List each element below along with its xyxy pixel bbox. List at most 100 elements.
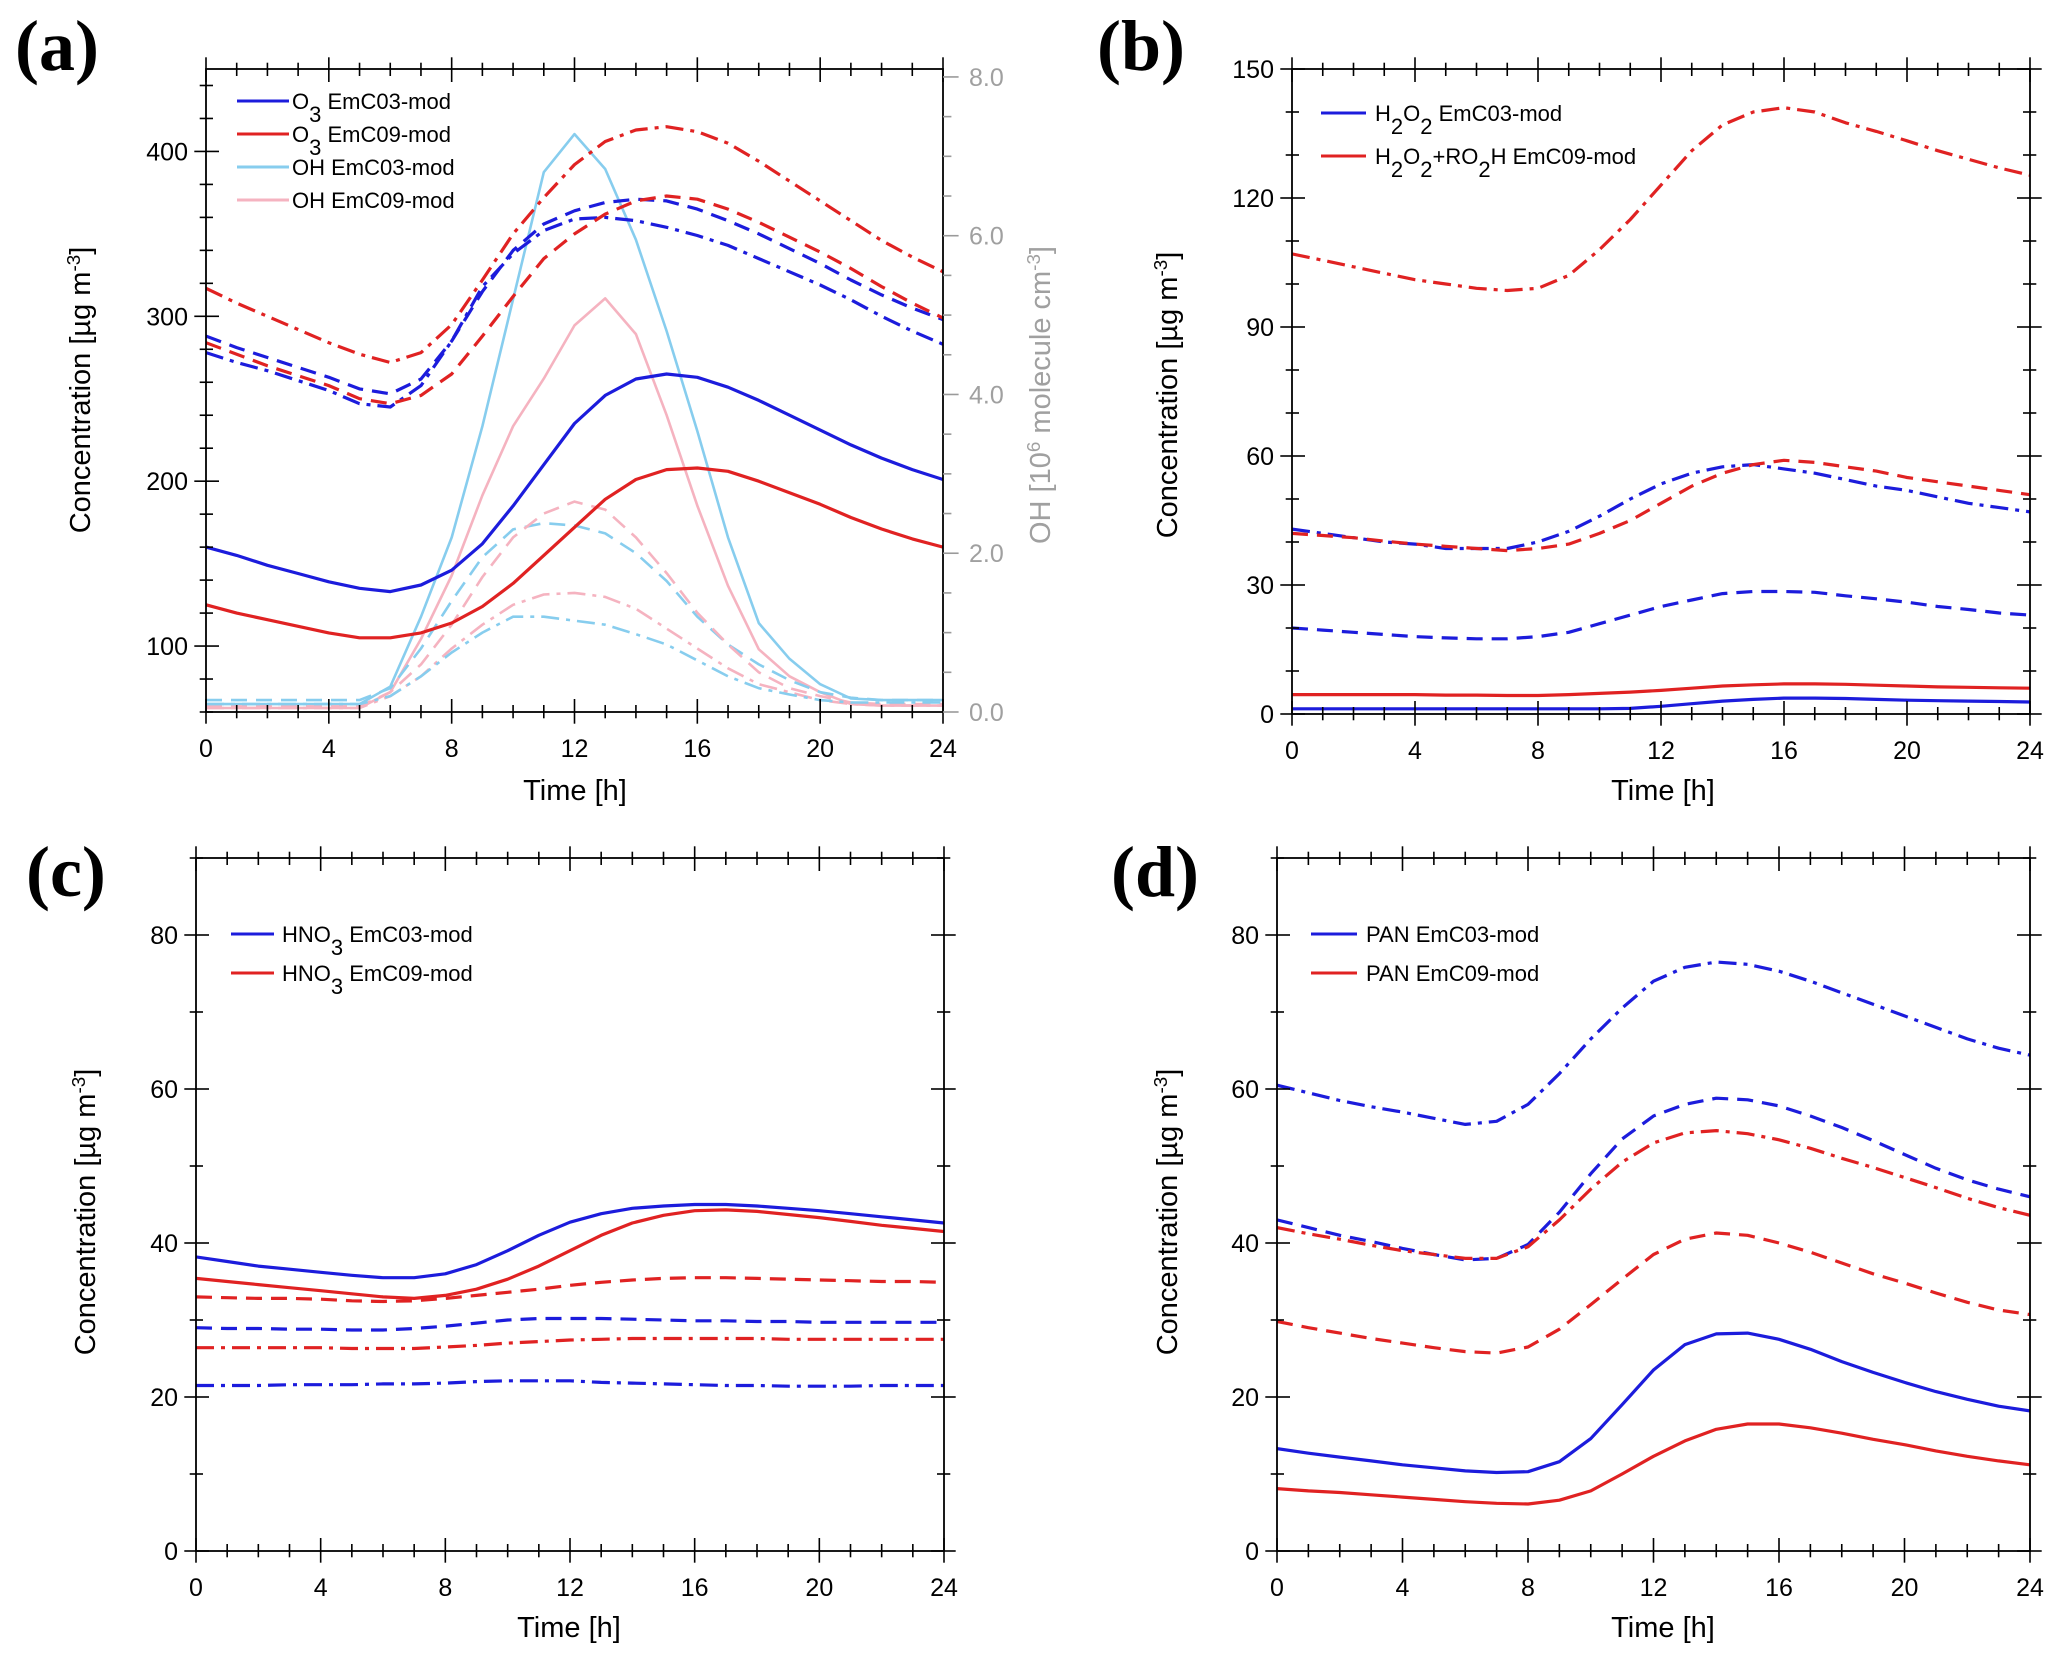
y-tick-label: 20 — [1231, 1384, 1259, 1412]
panel-d: (d) 0 4 8 12 16 20 24 0 20 40 60 80 Time [h] Concentra… — [1111, 832, 2044, 1644]
x-tick-label: 0 — [1285, 737, 1299, 765]
series-line-0-6 — [206, 132, 943, 706]
series-line-1-3 — [1292, 589, 2030, 641]
series-line-0-2 — [206, 197, 943, 396]
x-axis-title: Time [h] — [523, 775, 627, 807]
y-tick-label: 200 — [146, 468, 188, 496]
x-axis-title: Time [h] — [517, 1612, 621, 1644]
series-line-1-4 — [1292, 682, 2030, 698]
x-tick-label: 0 — [1270, 1574, 1284, 1602]
legend-label: HNO3 EmC09-mod — [282, 961, 473, 999]
y-tick-label: 300 — [146, 303, 188, 331]
y-tick-label: 80 — [150, 922, 178, 950]
legend-label: HNO3 EmC03-mod — [282, 922, 473, 960]
x-tick-label: 4 — [314, 1574, 328, 1602]
legend-label: H2O2 EmC03-mod — [1375, 101, 1562, 139]
x-tick-label: 16 — [681, 1574, 709, 1602]
series-line-0-0 — [206, 372, 943, 594]
series-line-0-1 — [206, 466, 943, 640]
series-line-1-1 — [1292, 463, 2030, 551]
x-tick-label: 20 — [1891, 1574, 1919, 1602]
y-tick-label: 80 — [1231, 922, 1259, 950]
y-tick-label: 100 — [146, 633, 188, 661]
series-line-3-5 — [1277, 1422, 2030, 1506]
x-tick-label: 8 — [1521, 1574, 1535, 1602]
x-tick-label: 16 — [683, 735, 711, 763]
y2-axis-title: OH [106 molecule cm-3] — [1023, 246, 1058, 544]
y2-tick-label: 8.0 — [969, 64, 1004, 92]
series-line-0-4 — [206, 194, 943, 406]
y-tick-label: 30 — [1246, 572, 1274, 600]
series-line-3-3 — [1277, 1231, 2030, 1355]
x-tick-label: 24 — [2016, 737, 2044, 765]
series-line-1-0 — [1292, 106, 2030, 293]
legend-label: O3 EmC03-mod — [292, 89, 451, 127]
panel-b: (b) 0 4 8 12 16 20 24 0 30 60 90 120 150 Time [h] Conce… — [1097, 6, 2044, 807]
legend-label: OH EmC03-mod — [292, 155, 455, 180]
x-tick-label: 0 — [199, 735, 213, 763]
x-tick-label: 8 — [438, 1574, 452, 1602]
y-tick-label: 0 — [164, 1538, 178, 1566]
series-line-0-9 — [206, 500, 943, 708]
series-line-0-3 — [206, 215, 943, 409]
panel-a: (a) 0 4 8 12 16 20 24 100 200 300 400 0.0 2.0 4.0 6.0 8.… — [15, 6, 1057, 807]
panel-c: (c) 0 4 8 12 16 20 24 0 20 40 60 80 Time [h] Concentra… — [26, 832, 958, 1644]
y2-tick-label: 0.0 — [969, 699, 1004, 727]
legend: H2O2 EmC03-mod H2O2+RO2H EmC09-mod — [1321, 101, 1636, 182]
y2-tick-label: 6.0 — [969, 223, 1004, 251]
panel-label: (d) — [1111, 832, 1199, 912]
y-axis-title: Concentration [µg m-3] — [68, 1069, 103, 1356]
x-tick-label: 12 — [561, 735, 589, 763]
legend-label: O3 EmC09-mod — [292, 122, 451, 160]
legend-label: H2O2+RO2H EmC09-mod — [1375, 144, 1636, 182]
x-tick-label: 12 — [1647, 737, 1675, 765]
panel-label: (a) — [15, 6, 99, 86]
series-line-2-3 — [196, 1316, 944, 1332]
legend-label: OH EmC09-mod — [292, 188, 455, 213]
series-line-3-1 — [1277, 1096, 2030, 1262]
x-tick-label: 4 — [322, 735, 336, 763]
series-line-2-4 — [196, 1336, 944, 1351]
x-tick-label: 8 — [445, 735, 459, 763]
y-tick-label: 0 — [1245, 1538, 1259, 1566]
y-tick-label: 60 — [1231, 1076, 1259, 1104]
x-tick-label: 12 — [1640, 1574, 1668, 1602]
y-tick-label: 120 — [1232, 185, 1274, 213]
y2-tick-label: 2.0 — [969, 540, 1004, 568]
y-tick-label: 90 — [1246, 314, 1274, 342]
x-tick-label: 0 — [189, 1574, 203, 1602]
panel-label: (b) — [1097, 6, 1185, 86]
x-axis-title: Time [h] — [1611, 1612, 1715, 1644]
series-line-0-5 — [206, 125, 943, 365]
series-line-3-0 — [1277, 960, 2030, 1127]
y-tick-label: 150 — [1232, 56, 1274, 84]
y-tick-label: 60 — [1246, 443, 1274, 471]
x-tick-label: 4 — [1396, 1574, 1410, 1602]
series-line-2-0 — [196, 1202, 944, 1280]
legend-label: PAN EmC09-mod — [1366, 961, 1539, 986]
series-line-0-7 — [206, 297, 943, 710]
x-tick-label: 20 — [806, 735, 834, 763]
panel-label: (c) — [26, 832, 106, 912]
x-tick-label: 4 — [1408, 737, 1422, 765]
series-group — [1277, 960, 2030, 1506]
series-line-2-1 — [196, 1208, 944, 1301]
x-tick-label: 8 — [1531, 737, 1545, 765]
x-tick-label: 20 — [1893, 737, 1921, 765]
y-axis-title: Concentration [µg m-3] — [1150, 252, 1185, 539]
x-tick-label: 16 — [1770, 737, 1798, 765]
y-tick-label: 40 — [150, 1230, 178, 1258]
x-tick-label: 24 — [930, 1574, 958, 1602]
series-group — [196, 1202, 944, 1388]
x-tick-label: 24 — [2016, 1574, 2044, 1602]
x-tick-label: 16 — [1765, 1574, 1793, 1602]
series-line-3-2 — [1277, 1128, 2030, 1261]
legend: PAN EmC03-mod PAN EmC09-mod — [1311, 922, 1539, 986]
y-tick-label: 0 — [1260, 701, 1274, 729]
y-axis-title: Concentration [µg m-3] — [63, 247, 98, 534]
x-tick-label: 24 — [929, 735, 957, 763]
series-group — [1292, 106, 2030, 711]
